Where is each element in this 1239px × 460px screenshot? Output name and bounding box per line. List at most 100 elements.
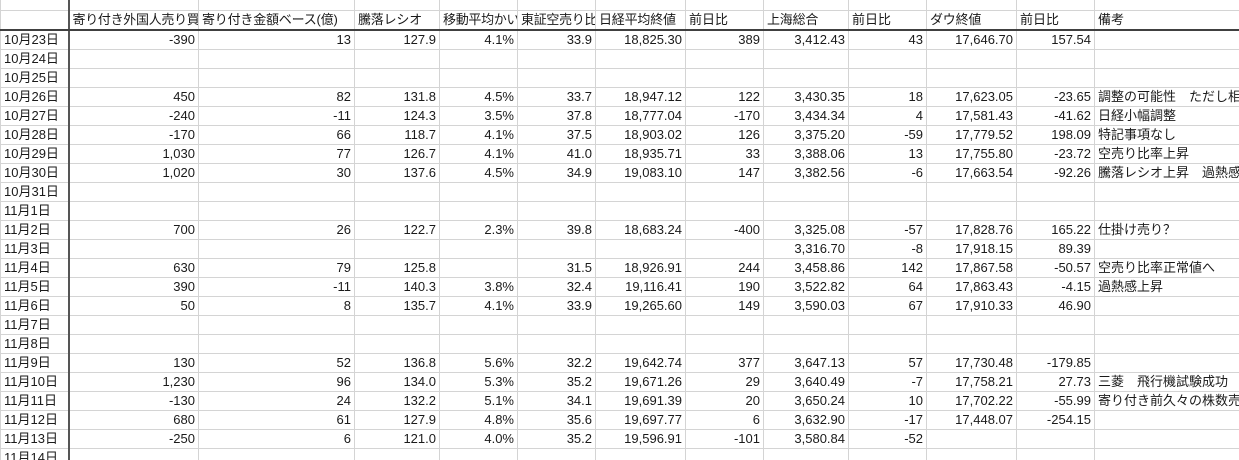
cell-amount-base[interactable]: 26 — [198, 220, 355, 240]
cell-nikkei-diff[interactable]: 6 — [685, 410, 764, 430]
cell-foreign-net[interactable]: -240 — [68, 106, 199, 126]
cell-shanghai-diff[interactable]: -6 — [848, 163, 927, 183]
cell-date[interactable]: 11月3日 — [0, 239, 70, 259]
cell-amount-base[interactable] — [198, 448, 355, 460]
column-header-note[interactable]: 備考 — [1094, 10, 1239, 31]
cell-nikkei-diff[interactable]: -170 — [685, 106, 764, 126]
cell-note[interactable]: 三菱 飛行機試験成功 — [1094, 372, 1239, 392]
cell-nikkei-close[interactable]: 18,935.71 — [595, 144, 686, 164]
cell-updown-ratio[interactable]: 131.8 — [354, 87, 440, 107]
cell-nikkei-diff[interactable] — [685, 201, 764, 221]
cell-note[interactable]: 特記事項なし — [1094, 125, 1239, 145]
cell-foreign-net[interactable] — [68, 182, 199, 202]
cell-nikkei-close[interactable]: 19,265.60 — [595, 296, 686, 316]
column-header-dow-close[interactable]: ダウ終値 — [926, 10, 1017, 31]
cell-updown-ratio[interactable] — [354, 239, 440, 259]
column-header-shanghai[interactable]: 上海総合 — [763, 10, 849, 31]
cell-note[interactable]: 空売り比率正常値へ — [1094, 258, 1239, 278]
cell-updown-ratio[interactable]: 122.7 — [354, 220, 440, 240]
column-header-short-ratio[interactable]: 東証空売り比率 — [517, 10, 596, 31]
cell-dow-close[interactable]: 17,867.58 — [926, 258, 1017, 278]
cell-date[interactable]: 11月6日 — [0, 296, 70, 316]
cell-short-ratio[interactable]: 39.8 — [517, 220, 596, 240]
cell-shanghai[interactable]: 3,632.90 — [763, 410, 849, 430]
column-header-updown-ratio[interactable]: 騰落レシオ — [354, 10, 440, 31]
cell-note[interactable]: 寄り付き前久々の株数売り越し — [1094, 391, 1239, 411]
cell-short-ratio[interactable]: 33.7 — [517, 87, 596, 107]
cell-ma-deviation[interactable]: 5.3% — [439, 372, 518, 392]
cell-note[interactable] — [1094, 315, 1239, 335]
cell-shanghai[interactable]: 3,647.13 — [763, 353, 849, 373]
cell-dow-diff[interactable]: -55.99 — [1016, 391, 1095, 411]
cell-short-ratio[interactable] — [517, 68, 596, 88]
cell-shanghai-diff[interactable]: -8 — [848, 239, 927, 259]
cell-shanghai-diff[interactable]: -52 — [848, 429, 927, 449]
cell-note[interactable]: 空売り比率上昇 — [1094, 144, 1239, 164]
cell-dow-diff[interactable]: -92.26 — [1016, 163, 1095, 183]
cell-shanghai[interactable]: 3,590.03 — [763, 296, 849, 316]
cell-nikkei-diff[interactable]: 190 — [685, 277, 764, 297]
cell-updown-ratio[interactable]: 135.7 — [354, 296, 440, 316]
cell-ma-deviation[interactable]: 3.5% — [439, 106, 518, 126]
cell-ma-deviation[interactable]: 4.1% — [439, 144, 518, 164]
cell-short-ratio[interactable] — [517, 334, 596, 354]
cell-shanghai-diff[interactable]: 64 — [848, 277, 927, 297]
cell-dow-diff[interactable]: 165.22 — [1016, 220, 1095, 240]
cell-shanghai-diff[interactable]: 18 — [848, 87, 927, 107]
cell-ma-deviation[interactable] — [439, 201, 518, 221]
cell-foreign-net[interactable]: 680 — [68, 410, 199, 430]
cell-foreign-net[interactable]: -390 — [68, 29, 199, 50]
cell-nikkei-close[interactable] — [595, 201, 686, 221]
cell-shanghai[interactable]: 3,434.34 — [763, 106, 849, 126]
cell-nikkei-close[interactable]: 19,671.26 — [595, 372, 686, 392]
cell-note[interactable]: 調整の可能性 ただし相場は強い — [1094, 87, 1239, 107]
cell-shanghai-diff[interactable]: 13 — [848, 144, 927, 164]
cell-ma-deviation[interactable]: 5.1% — [439, 391, 518, 411]
cell-dow-close[interactable]: 17,623.05 — [926, 87, 1017, 107]
cell-dow-diff[interactable]: -4.15 — [1016, 277, 1095, 297]
cell-nikkei-close[interactable]: 18,926.91 — [595, 258, 686, 278]
cell-note[interactable] — [1094, 182, 1239, 202]
cell-nikkei-diff[interactable] — [685, 334, 764, 354]
cell-foreign-net[interactable] — [68, 49, 199, 69]
cell-dow-close[interactable] — [926, 68, 1017, 88]
cell-shanghai[interactable] — [763, 182, 849, 202]
cell-nikkei-diff[interactable]: 126 — [685, 125, 764, 145]
cell-foreign-net[interactable]: 630 — [68, 258, 199, 278]
cell-dow-diff[interactable]: -41.62 — [1016, 106, 1095, 126]
cell-amount-base[interactable]: 52 — [198, 353, 355, 373]
cell-ma-deviation[interactable]: 3.8% — [439, 277, 518, 297]
column-header-shanghai-diff[interactable]: 前日比 — [848, 10, 927, 31]
cell-note[interactable] — [1094, 49, 1239, 69]
cell-short-ratio[interactable] — [517, 182, 596, 202]
cell-dow-diff[interactable] — [1016, 182, 1095, 202]
cell-updown-ratio[interactable]: 132.2 — [354, 391, 440, 411]
cell-nikkei-diff[interactable]: 122 — [685, 87, 764, 107]
cell-date[interactable]: 11月14日 — [0, 448, 70, 460]
cell-nikkei-close[interactable]: 18,903.02 — [595, 125, 686, 145]
cell-nikkei-close[interactable]: 19,083.10 — [595, 163, 686, 183]
cell-updown-ratio[interactable]: 118.7 — [354, 125, 440, 145]
cell-updown-ratio[interactable] — [354, 49, 440, 69]
cell-amount-base[interactable]: 24 — [198, 391, 355, 411]
cell-amount-base[interactable] — [198, 334, 355, 354]
cell-shanghai[interactable]: 3,375.20 — [763, 125, 849, 145]
cell-ma-deviation[interactable] — [439, 49, 518, 69]
cell-shanghai[interactable]: 3,580.84 — [763, 429, 849, 449]
cell-dow-close[interactable] — [926, 448, 1017, 460]
cell-dow-diff[interactable] — [1016, 334, 1095, 354]
cell-amount-base[interactable]: 8 — [198, 296, 355, 316]
cell-ma-deviation[interactable] — [439, 239, 518, 259]
cell-dow-close[interactable] — [926, 334, 1017, 354]
cell-short-ratio[interactable] — [517, 315, 596, 335]
column-header-date[interactable] — [0, 10, 70, 31]
cell-note[interactable] — [1094, 296, 1239, 316]
cell-shanghai[interactable] — [763, 49, 849, 69]
cell-ma-deviation[interactable]: 4.1% — [439, 29, 518, 50]
cell-note[interactable] — [1094, 410, 1239, 430]
cell-amount-base[interactable] — [198, 49, 355, 69]
cell-dow-diff[interactable]: 46.90 — [1016, 296, 1095, 316]
cell-updown-ratio[interactable]: 136.8 — [354, 353, 440, 373]
cell-short-ratio[interactable] — [517, 239, 596, 259]
cell-dow-diff[interactable] — [1016, 49, 1095, 69]
